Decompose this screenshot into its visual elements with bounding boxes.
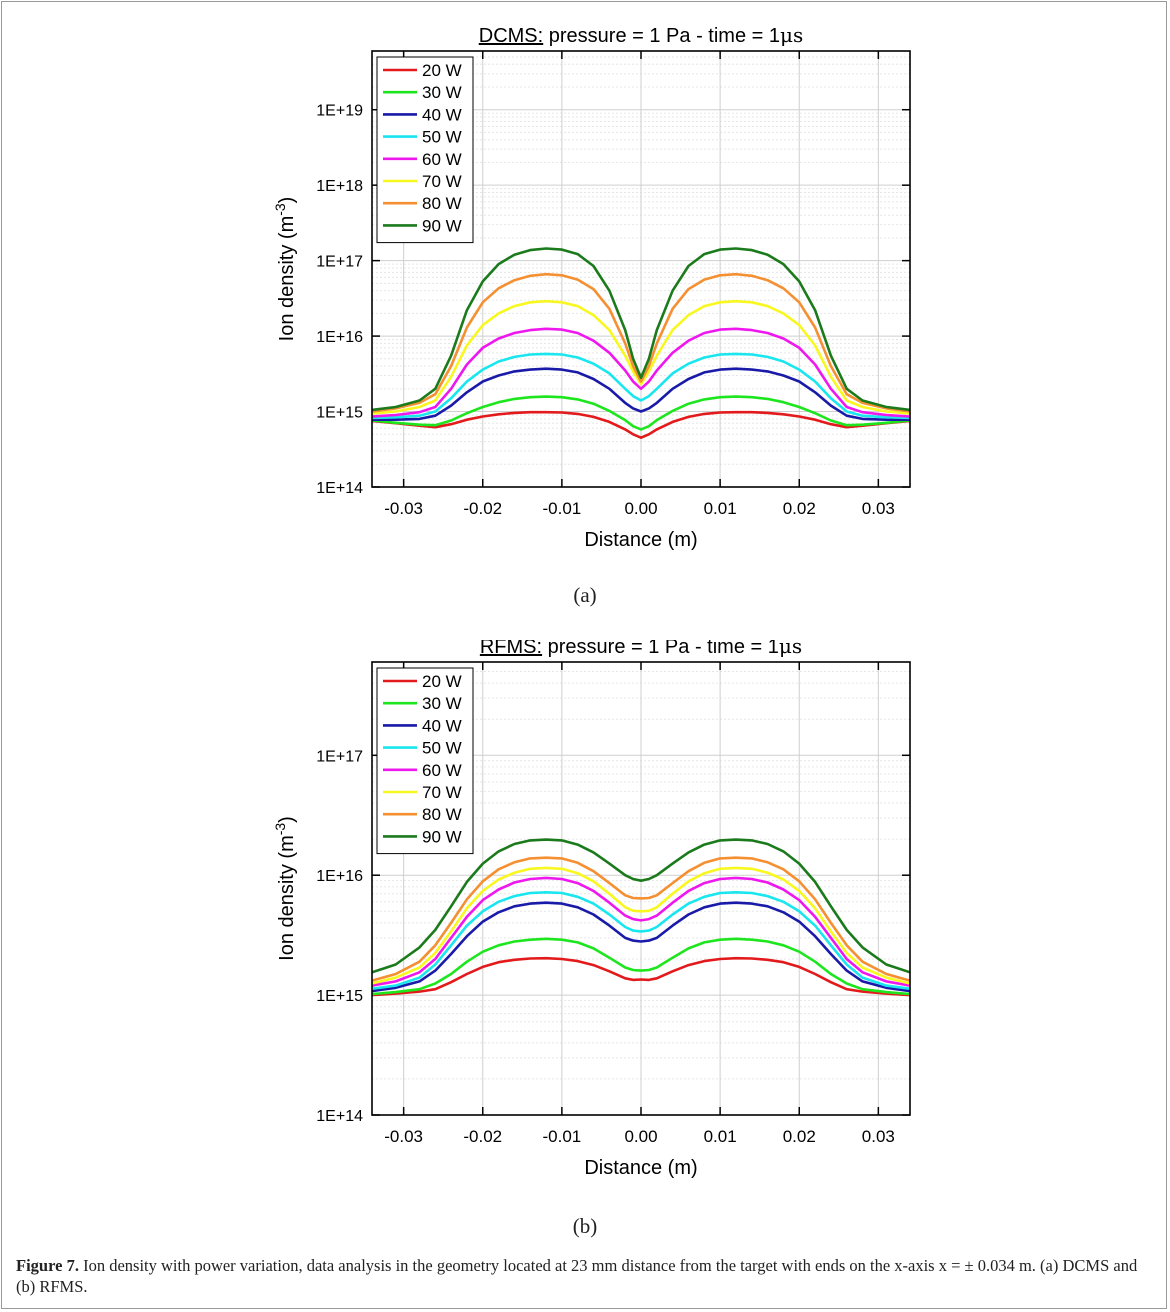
legend-box xyxy=(376,667,474,855)
legend-label: 90 W xyxy=(422,827,462,846)
x-tick-label: 0.03 xyxy=(862,499,895,518)
plot-frame xyxy=(371,661,911,1116)
y-axis-label-text: Ion density (m xyxy=(276,216,298,342)
chart-dcms: DCMS: pressure = 1 Pa - time = 1μs 1E+14 1… xyxy=(272,23,911,551)
series-line-70w xyxy=(371,299,911,415)
y-tick-label: 1E+14 xyxy=(316,480,363,497)
series-line-40w xyxy=(372,367,910,421)
legend-label: 80 W xyxy=(422,805,462,824)
chart-title-conditions: pressure = 1 Pa - time = 1 xyxy=(542,640,779,658)
x-axis-label: Distance (m) xyxy=(584,529,697,551)
y-axis-label: Ion density (m-3) xyxy=(272,816,298,961)
chart-title-unit: μs xyxy=(780,23,803,47)
x-tick-label: -0.03 xyxy=(384,499,423,518)
y-tick-label: 1E+16 xyxy=(316,868,363,885)
x-tick-label: 0.03 xyxy=(862,1127,895,1146)
x-tick-label: -0.03 xyxy=(384,1127,423,1146)
legend-label: 30 W xyxy=(422,694,462,713)
y-tick-label: 1E+19 xyxy=(316,103,363,120)
series-line-50w xyxy=(371,352,911,420)
legend-label: 90 W xyxy=(422,216,462,235)
y-tick-label: 1E+17 xyxy=(316,254,363,271)
legend-label: 20 W xyxy=(422,61,462,80)
x-tick-label: -0.02 xyxy=(463,499,502,518)
legend-label: 70 W xyxy=(422,783,462,802)
x-tick-label: 0.02 xyxy=(783,499,816,518)
legend-label: 40 W xyxy=(422,105,462,124)
y-axis-label: Ion density (m-3) xyxy=(272,197,298,342)
chart-rfms: RFMS: pressure = 1 Pa - time = 1μs 1E+14 1… xyxy=(272,640,911,1179)
series-line-60w xyxy=(371,327,911,418)
y-axis-label-close: ) xyxy=(276,816,298,823)
x-tick-label: 0.01 xyxy=(704,499,737,518)
x-axis-label: Distance (m) xyxy=(584,1157,697,1179)
series-line-40w xyxy=(371,901,911,993)
series-line-70w xyxy=(371,866,911,985)
series-line-90w xyxy=(371,838,911,974)
series-line-90w xyxy=(371,247,911,412)
legend: 20 W 30 W 40 W 50 W 60 W 70 W 80 W 90 W xyxy=(376,56,474,244)
series-line-80w xyxy=(371,856,911,982)
series-line-30w xyxy=(371,937,911,996)
x-tick-label: -0.01 xyxy=(543,499,582,518)
y-axis-label-exponent: -3 xyxy=(272,203,288,216)
chart-title: RFMS: pressure = 1 Pa - time = 1μs xyxy=(480,640,802,658)
legend-label: 50 W xyxy=(422,739,462,758)
legend-label: 60 W xyxy=(422,761,462,780)
legend: 20 W 30 W 40 W 50 W 60 W 70 W 80 W 90 W xyxy=(376,667,474,855)
figure-caption: Figure 7. Ion density with power variati… xyxy=(16,1255,1156,1297)
legend-box xyxy=(376,56,474,244)
y-tick-label: 1E+17 xyxy=(316,748,363,765)
y-axis-label-text: Ion density (m xyxy=(276,835,298,961)
y-axis-label-close: ) xyxy=(276,197,298,204)
chart-title-conditions: pressure = 1 Pa - time = 1 xyxy=(543,25,780,47)
y-tick-label: 1E+18 xyxy=(316,178,363,195)
chart-title-method: DCMS: xyxy=(479,25,543,47)
y-tick-label: 1E+15 xyxy=(316,405,363,422)
x-tick-label: -0.01 xyxy=(543,1127,582,1146)
series-line-80w xyxy=(371,272,911,413)
legend-label: 20 W xyxy=(422,672,462,691)
legend-label: 50 W xyxy=(422,128,462,147)
legend-label: 30 W xyxy=(422,83,462,102)
chart-title-unit: μs xyxy=(779,640,802,658)
y-tick-label: 1E+14 xyxy=(316,1108,363,1125)
x-tick-label: 0.00 xyxy=(624,1127,657,1146)
x-tick-label: -0.02 xyxy=(463,1127,502,1146)
series-line-60w xyxy=(371,876,911,987)
caption-label: Figure 7. xyxy=(16,1256,79,1275)
y-tick-label: 1E+16 xyxy=(316,329,363,346)
panel-label-a: (a) xyxy=(573,583,597,607)
legend-label: 80 W xyxy=(422,194,462,213)
caption-text: Ion density with power variation, data a… xyxy=(16,1256,1138,1296)
chart-title-method: RFMS: xyxy=(480,640,542,658)
series-line-30w xyxy=(371,395,911,431)
x-tick-label: 0.00 xyxy=(624,499,657,518)
plot-frame xyxy=(371,50,911,488)
series-line-50w xyxy=(371,891,911,990)
y-tick-label: 1E+15 xyxy=(316,988,363,1005)
series-line-20w xyxy=(371,956,911,997)
panel-label-b: (b) xyxy=(572,1214,598,1238)
legend-label: 40 W xyxy=(422,716,462,735)
x-tick-label: 0.02 xyxy=(783,1127,816,1146)
chart-title: DCMS: pressure = 1 Pa - time = 1μs xyxy=(479,23,804,47)
legend-label: 60 W xyxy=(422,150,462,169)
series-line-20w xyxy=(371,410,911,439)
legend-label: 70 W xyxy=(422,172,462,191)
x-tick-label: 0.01 xyxy=(704,1127,737,1146)
y-axis-label-exponent: -3 xyxy=(272,823,288,836)
